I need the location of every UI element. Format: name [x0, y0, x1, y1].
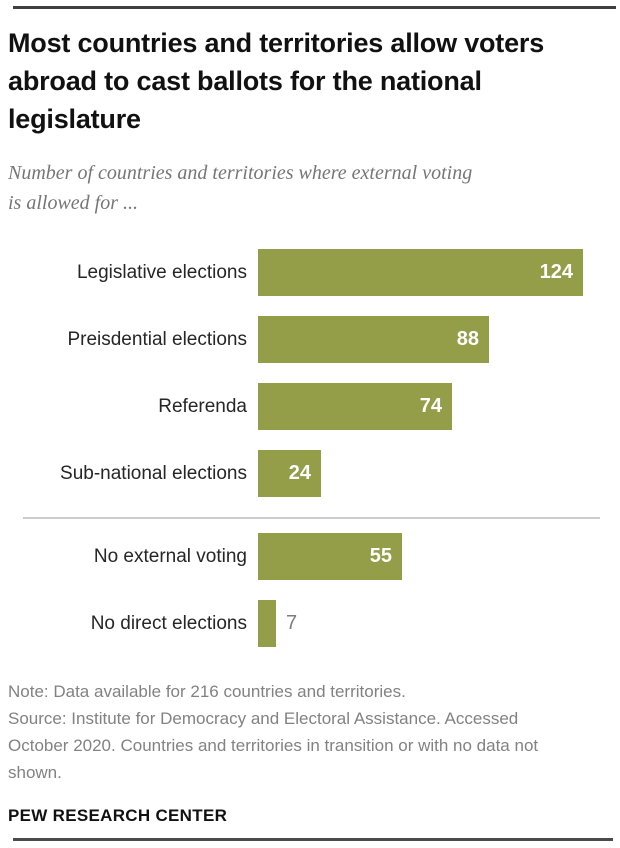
bar [258, 600, 276, 647]
bar: 88 [258, 316, 489, 363]
chart-row: Preisdential elections 88 [8, 316, 612, 363]
category-label: Sub-national elections [60, 462, 247, 484]
value-label: 124 [539, 261, 573, 283]
chart-title: Most countries and territories allow vot… [8, 28, 545, 134]
bar-track: 74 [258, 383, 612, 430]
content-area: Most countries and territories allow vot… [8, 24, 612, 826]
category-label: Legislative elections [76, 261, 247, 283]
pew-research-center-wordmark: PEW RESEARCH CENTER [8, 806, 228, 825]
category-label: Preisdential elections [67, 328, 247, 350]
bar-track: 88 [258, 316, 612, 363]
category-label: No external voting [93, 545, 247, 567]
note-text: Note: Data available for 216 countries a… [8, 682, 406, 701]
chart-row: No direct elections 7 [8, 600, 612, 647]
bar-track: 7 [258, 600, 612, 647]
bottom-border-rule [13, 838, 613, 841]
bar: 24 [258, 450, 321, 497]
bar: 124 [258, 249, 583, 296]
chart-row: Sub-national elections 24 [8, 450, 612, 497]
category-label: Referenda [158, 395, 247, 417]
bar-chart: Legislative elections 124 Preisdential ele… [8, 249, 612, 647]
chart-subtitle: Number of countries and territories wher… [8, 162, 473, 214]
group-divider-rule [23, 517, 600, 519]
value-label: 7 [286, 612, 298, 634]
bar: 74 [258, 383, 452, 430]
bar-track: 24 [258, 450, 612, 497]
category-label: No direct elections [90, 612, 247, 634]
top-border-rule [13, 6, 616, 9]
chart-row: Referenda 74 [8, 383, 612, 430]
chart-row: Legislative elections 124 [8, 249, 612, 296]
bar: 55 [258, 533, 402, 580]
bar-track: 55 [258, 533, 612, 580]
chart-row: No external voting 55 [8, 533, 612, 580]
bar-track: 124 [258, 249, 612, 296]
footer-notes: Note: Data available for 216 countries a… [8, 678, 612, 786]
value-label: 55 [369, 545, 392, 567]
value-label: 24 [288, 462, 311, 484]
source-text: Source: Institute for Democracy and Elec… [8, 709, 539, 782]
value-label: 74 [419, 395, 442, 417]
value-label: 88 [456, 328, 479, 350]
